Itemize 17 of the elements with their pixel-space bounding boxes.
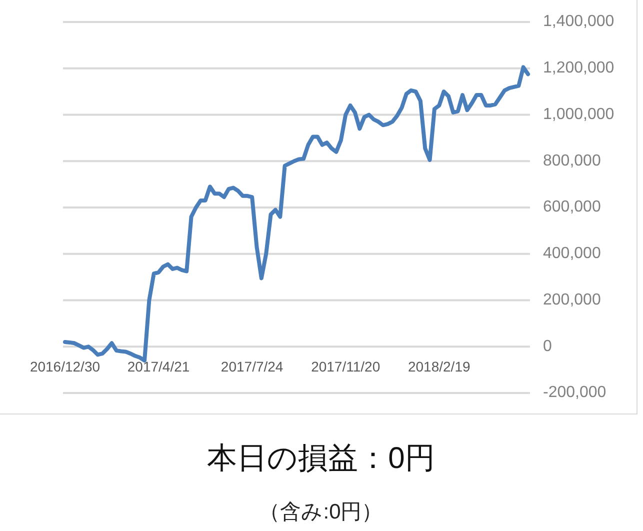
y-tick-label: 1,000,000 [543, 106, 614, 123]
y-tick-label: -200,000 [543, 384, 606, 402]
x-tick-label: 2018/2/19 [408, 358, 470, 375]
y-tick-label: 200,000 [543, 291, 601, 308]
line-series [63, 65, 530, 363]
x-tick-label: 2017/4/21 [127, 358, 190, 375]
x-tick-label: 2016/12/30 [30, 358, 100, 375]
y-tick-label: 400,000 [543, 245, 601, 262]
y-tick-label: 600,000 [543, 198, 601, 216]
y-tick-label: 0 [543, 338, 552, 355]
y-tick-label: 1,200,000 [543, 60, 614, 77]
y-tick-label: 1,400,000 [543, 13, 614, 30]
text: （含み:0円） [259, 500, 383, 524]
x-tick-label: 2017/11/20 [311, 358, 380, 375]
text: 本日の損益：0円 [207, 442, 435, 475]
y-tick-label: 800,000 [543, 152, 601, 170]
x-tick-label: 2017/7/24 [220, 358, 284, 375]
